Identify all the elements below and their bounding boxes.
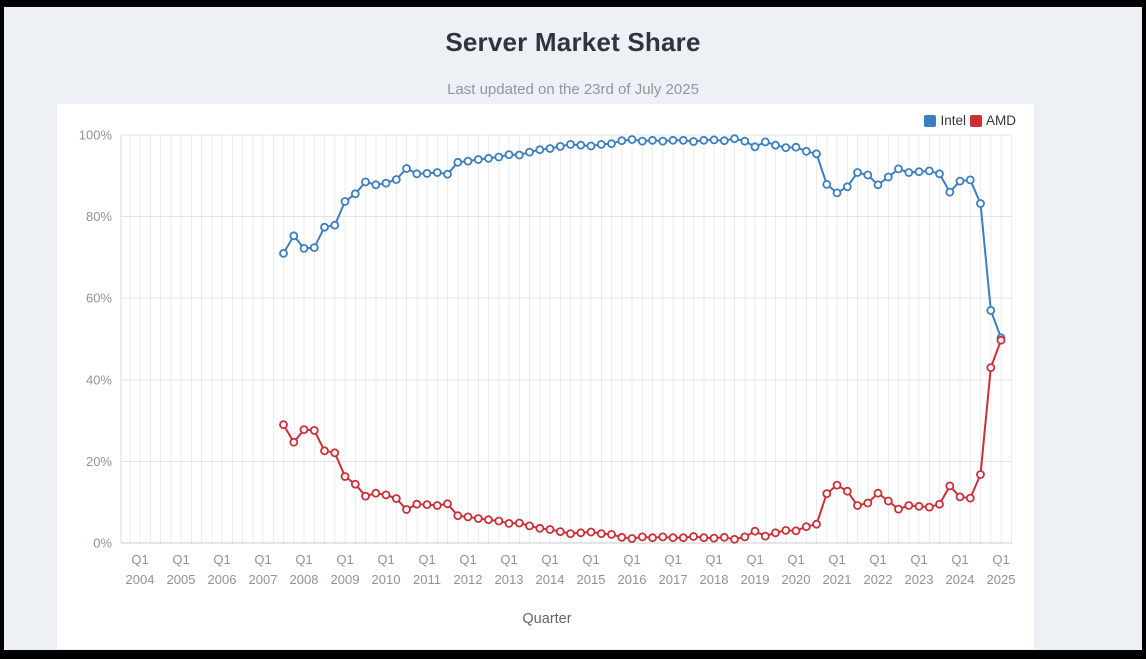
svg-text:Q1: Q1 <box>705 552 722 567</box>
svg-text:Q1: Q1 <box>459 552 476 567</box>
svg-text:Q1: Q1 <box>500 552 517 567</box>
intel-series <box>279 134 1006 343</box>
svg-text:Q1: Q1 <box>869 552 886 567</box>
svg-text:100%: 100% <box>79 128 113 143</box>
svg-text:Q1: Q1 <box>828 552 845 567</box>
svg-text:2011: 2011 <box>413 572 441 587</box>
y-axis-labels: 0% 20% 40% 60% 80% 100% <box>79 128 113 551</box>
svg-text:Q1: Q1 <box>746 552 763 567</box>
svg-text:Q1: Q1 <box>992 552 1009 567</box>
svg-text:2006: 2006 <box>208 572 237 587</box>
x-axis-title: Quarter <box>522 611 572 627</box>
svg-text:2010: 2010 <box>372 572 401 587</box>
svg-text:2019: 2019 <box>741 572 770 587</box>
svg-text:2004: 2004 <box>126 572 155 587</box>
svg-text:2023: 2023 <box>905 572 934 587</box>
svg-text:Q1: Q1 <box>377 552 394 567</box>
svg-text:2008: 2008 <box>290 572 319 587</box>
amd-legend-swatch-icon <box>970 114 982 127</box>
svg-text:2025: 2025 <box>987 572 1016 587</box>
svg-text:2020: 2020 <box>782 572 811 587</box>
svg-text:Q1: Q1 <box>664 552 681 567</box>
x-axis-labels: Q1 2004 Q1 2005 Q1 2006 Q1 2007 Q1 2008 Q1 2009 Q1 20… <box>126 552 1016 587</box>
legend-item-amd[interactable]: AMD <box>970 113 1016 128</box>
page-title: Server Market Share <box>445 27 701 57</box>
svg-text:Q1: Q1 <box>336 552 353 567</box>
svg-text:Q1: Q1 <box>787 552 804 567</box>
svg-text:2016: 2016 <box>618 572 647 587</box>
svg-text:Q1: Q1 <box>213 552 230 567</box>
gridlines <box>120 134 1012 544</box>
svg-text:Q1: Q1 <box>131 552 148 567</box>
chart-legend: Intel AMD <box>924 113 1016 128</box>
intel-legend-swatch-icon <box>924 114 937 127</box>
legend-label-intel: Intel <box>940 113 966 128</box>
svg-text:2009: 2009 <box>331 572 360 587</box>
svg-text:Q1: Q1 <box>910 552 927 567</box>
svg-text:2014: 2014 <box>536 572 565 587</box>
svg-text:Q1: Q1 <box>254 552 271 567</box>
svg-text:2005: 2005 <box>167 572 196 587</box>
svg-text:80%: 80% <box>86 209 112 224</box>
amd-series <box>279 335 1006 544</box>
svg-text:60%: 60% <box>86 291 112 306</box>
market-share-line-chart: 0% 20% 40% 60% 80% 100% Q1 2004 Q1 2005 Q1 2006 Q1 20… <box>79 128 1016 588</box>
svg-text:Q1: Q1 <box>295 552 312 567</box>
svg-text:2007: 2007 <box>249 572 278 587</box>
chart-panel: Intel AMD 0% 20% 40% 60% 80% 100% Q1 2004 Q1 2005… <box>57 104 1034 649</box>
svg-text:2018: 2018 <box>700 572 729 587</box>
svg-text:Q1: Q1 <box>541 552 558 567</box>
svg-text:Q1: Q1 <box>172 552 189 567</box>
page-subtitle: Last updated on the 23rd of July 2025 <box>447 81 699 98</box>
svg-text:20%: 20% <box>86 454 112 469</box>
svg-text:Q1: Q1 <box>582 552 599 567</box>
svg-text:2012: 2012 <box>454 572 483 587</box>
svg-text:Q1: Q1 <box>418 552 435 567</box>
svg-text:2015: 2015 <box>577 572 606 587</box>
svg-text:40%: 40% <box>86 372 112 387</box>
legend-label-amd: AMD <box>986 113 1016 128</box>
legend-item-intel[interactable]: Intel <box>924 113 966 128</box>
svg-text:Q1: Q1 <box>951 552 968 567</box>
svg-text:2022: 2022 <box>864 572 893 587</box>
svg-text:2017: 2017 <box>659 572 688 587</box>
svg-text:0%: 0% <box>93 536 112 551</box>
svg-text:Q1: Q1 <box>623 552 640 567</box>
svg-text:2024: 2024 <box>946 572 975 587</box>
svg-text:2013: 2013 <box>495 572 524 587</box>
svg-text:2021: 2021 <box>823 572 852 587</box>
